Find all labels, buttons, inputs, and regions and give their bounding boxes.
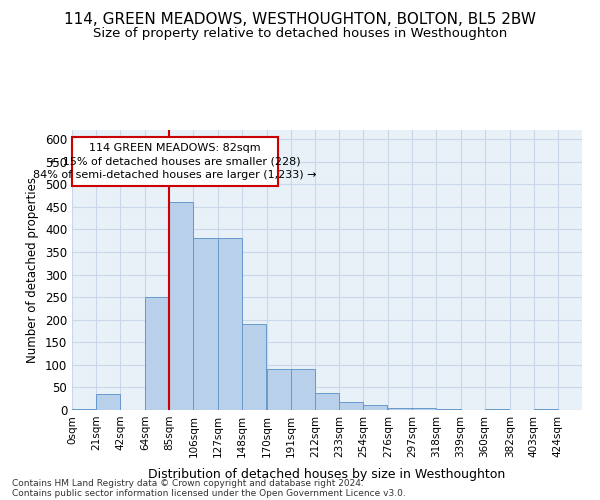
Text: Size of property relative to detached houses in Westhoughton: Size of property relative to detached ho… — [93, 28, 507, 40]
Bar — [193, 238, 218, 410]
Bar — [315, 393, 339, 410]
Text: Contains public sector information licensed under the Open Government Licence v3: Contains public sector information licen… — [12, 488, 406, 498]
Text: 114, GREEN MEADOWS, WESTHOUGHTON, BOLTON, BL5 2BW: 114, GREEN MEADOWS, WESTHOUGHTON, BOLTON… — [64, 12, 536, 28]
Bar — [485, 409, 509, 410]
Bar — [363, 404, 387, 410]
Bar — [534, 409, 558, 410]
Text: ← 15% of detached houses are smaller (228): ← 15% of detached houses are smaller (22… — [50, 156, 301, 166]
Bar — [72, 409, 96, 410]
Bar — [291, 370, 315, 410]
Y-axis label: Number of detached properties: Number of detached properties — [26, 177, 40, 363]
Bar — [242, 324, 266, 410]
Bar — [169, 202, 193, 410]
Bar — [218, 238, 242, 410]
Text: Contains HM Land Registry data © Crown copyright and database right 2024.: Contains HM Land Registry data © Crown c… — [12, 478, 364, 488]
Bar — [267, 370, 291, 410]
Bar — [412, 408, 436, 410]
Bar — [436, 408, 461, 410]
Bar — [145, 297, 169, 410]
Bar — [339, 402, 363, 410]
X-axis label: Distribution of detached houses by size in Westhoughton: Distribution of detached houses by size … — [148, 468, 506, 481]
Bar — [96, 394, 120, 410]
FancyBboxPatch shape — [72, 137, 278, 186]
Text: 114 GREEN MEADOWS: 82sqm: 114 GREEN MEADOWS: 82sqm — [89, 142, 261, 152]
Text: 84% of semi-detached houses are larger (1,233) →: 84% of semi-detached houses are larger (… — [34, 170, 317, 180]
Bar — [388, 408, 412, 410]
